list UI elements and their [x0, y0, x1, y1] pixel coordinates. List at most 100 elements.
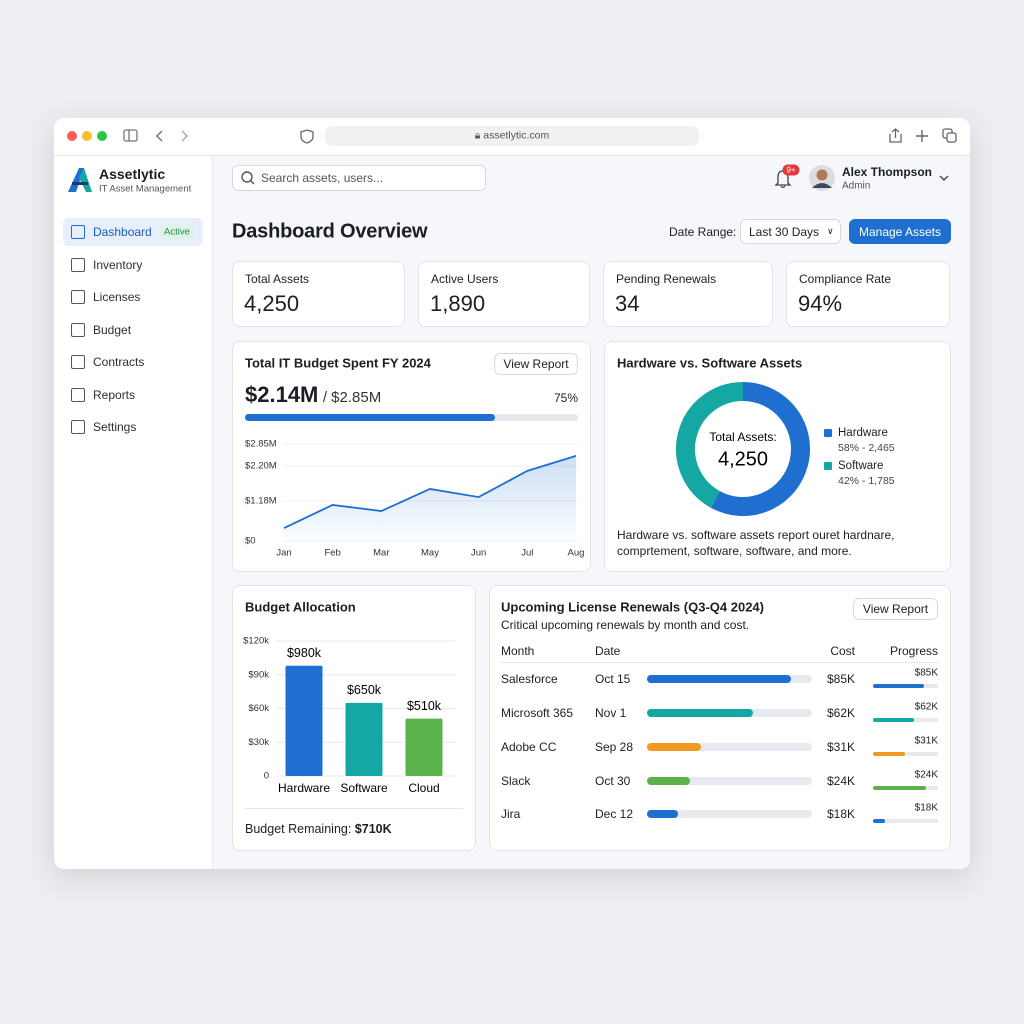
nav-item[interactable]: Dashboard — [93, 225, 152, 239]
nav-item[interactable]: Reports — [93, 388, 136, 402]
date-range-value: Last 30 Days — [749, 224, 820, 239]
progress-label: $24K — [914, 769, 938, 781]
logo — [68, 168, 92, 192]
select-chevron: ∨ — [827, 226, 834, 236]
nav-item[interactable]: Contracts — [93, 355, 145, 369]
progress-track — [873, 718, 938, 722]
renewals-view-report[interactable]: View Report — [853, 598, 938, 620]
nav-icon — [71, 323, 85, 337]
renewal-date: Dec 12 — [595, 807, 634, 821]
usage-bar — [647, 810, 679, 818]
progress-bar — [873, 786, 926, 790]
renewal-cost: $18K — [826, 807, 855, 821]
allocation-card — [232, 585, 476, 851]
remaining-label: Budget Remaining: — [245, 822, 352, 836]
progress-label: $31K — [914, 735, 938, 747]
renewal-cost: $24K — [826, 774, 855, 788]
kpi-card — [786, 261, 950, 327]
renewals-header-divider — [501, 662, 938, 663]
col-progress: Progress — [889, 644, 938, 658]
url-bar[interactable] — [325, 126, 699, 146]
budget-total: / $2.85M — [322, 389, 382, 406]
progress-label: $18K — [914, 802, 938, 814]
kpi-label: Active Users — [431, 272, 499, 286]
nav-icon — [71, 420, 85, 434]
assets-title: Hardware vs. Software Assets — [617, 355, 803, 371]
col-month: Month — [501, 644, 535, 658]
kpi-label: Total Assets — [245, 272, 310, 286]
kpi-value: 1,890 — [430, 291, 486, 316]
kpi-value: 34 — [615, 291, 640, 316]
nav-icon — [71, 258, 85, 272]
budget-view-report[interactable]: View Report — [494, 353, 578, 375]
progress-track — [873, 786, 938, 790]
avatar[interactable] — [808, 164, 836, 192]
assets-card — [604, 341, 951, 572]
allocation-title: Budget Allocation — [245, 599, 356, 615]
renewal-name: Slack — [501, 774, 531, 788]
usage-track — [647, 675, 812, 683]
kpi-card — [603, 261, 773, 327]
progress-bar — [873, 752, 905, 756]
date-range-label: Date Range: — [669, 225, 737, 239]
url-text: assetlytic.com — [483, 129, 550, 142]
kpi-value: 4,250 — [244, 291, 300, 316]
user-menu-chevron[interactable] — [938, 173, 950, 183]
kpi-card — [418, 261, 590, 327]
sidebar-divider — [212, 155, 213, 869]
renewal-cost: $85K — [826, 672, 855, 686]
kpi-label: Compliance Rate — [799, 272, 892, 286]
nav-item[interactable]: Settings — [93, 420, 137, 434]
renewal-name: Microsoft 365 — [501, 706, 574, 720]
kpi-card — [232, 261, 405, 327]
page-title: Dashboard Overview — [232, 220, 428, 243]
nav-badge: Active — [160, 224, 194, 240]
renewal-date: Nov 1 — [595, 706, 627, 720]
progress-bar — [873, 819, 885, 823]
usage-bar — [647, 777, 690, 785]
assets-description: Hardware vs. software assets report oure… — [617, 528, 895, 558]
user-name: Alex Thompson — [842, 165, 933, 179]
search-icon — [241, 171, 255, 185]
renewal-name: Salesforce — [501, 672, 558, 686]
nav-item[interactable]: Budget — [93, 323, 132, 337]
brand: Assetlytic — [99, 166, 166, 182]
search-placeholder: Search assets, users... — [261, 171, 384, 185]
renewal-cost: $62K — [826, 706, 855, 720]
usage-bar — [647, 743, 702, 751]
kpi-label: Pending Renewals — [616, 272, 717, 286]
kpi-value: 94% — [798, 291, 843, 316]
col-date: Date — [595, 644, 621, 658]
budget-card — [232, 341, 591, 572]
remaining-value: $710K — [354, 822, 392, 836]
usage-bar — [647, 675, 791, 683]
nav-icon — [71, 290, 85, 304]
search-box[interactable] — [232, 165, 486, 191]
progress-track — [873, 684, 938, 688]
manage-assets-button[interactable]: Manage Assets — [849, 219, 951, 244]
progress-bar — [873, 718, 914, 722]
budget-spent: $2.14M — [245, 382, 319, 407]
titlebar-divider — [54, 155, 970, 156]
usage-track — [647, 743, 812, 751]
url: 🔒︎ assetlytic.com — [474, 129, 550, 142]
tagline: IT Asset Management — [99, 183, 192, 195]
progress-label: $62K — [914, 701, 938, 713]
renewal-cost: $31K — [826, 740, 855, 754]
progress-bar — [873, 684, 924, 688]
nav-item[interactable]: Licenses — [93, 290, 141, 304]
nav-icon — [71, 225, 85, 239]
progress-track — [873, 819, 938, 823]
col-cost: Cost — [830, 644, 855, 658]
date-range-select[interactable]: Last 30 Days ∨ — [740, 219, 841, 244]
renewal-name: Adobe CC — [501, 740, 557, 754]
nav-item[interactable]: Inventory — [93, 258, 143, 272]
usage-bar — [647, 709, 753, 717]
renewal-date: Sep 28 — [595, 740, 634, 754]
budget-progress-fill — [245, 414, 495, 421]
usage-track — [647, 709, 812, 717]
nav-icon — [71, 388, 85, 402]
renewal-date: Oct 30 — [595, 774, 631, 788]
titlebar-icons — [67, 128, 957, 144]
